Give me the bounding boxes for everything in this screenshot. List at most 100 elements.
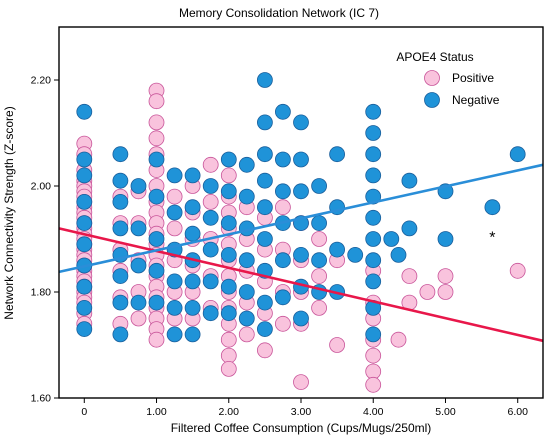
point-positive-118	[365, 347, 382, 364]
point-positive-121	[390, 331, 407, 348]
point-negative-78	[293, 310, 309, 327]
point-negative-72	[293, 114, 309, 131]
point-negative-1	[76, 151, 93, 168]
point-negative-7	[76, 278, 93, 295]
point-positive-99	[256, 342, 273, 359]
point-positive-61	[166, 188, 183, 205]
x-tick-label-4: 4.00	[363, 406, 384, 418]
point-negative-45	[220, 151, 237, 168]
point-negative-13	[112, 220, 129, 237]
y-tick-label-1: 1.80	[31, 287, 52, 299]
point-negative-83	[329, 146, 346, 163]
point-positive-72	[202, 156, 219, 173]
point-negative-101	[401, 172, 418, 189]
point-positive-120	[365, 376, 382, 393]
point-negative-23	[148, 188, 165, 205]
point-positive-42	[148, 114, 165, 131]
y-axis-label: Network Connectivity Strength (Z-score)	[2, 106, 16, 319]
point-negative-34	[184, 199, 201, 216]
y-tick-label-0: 1.60	[31, 393, 52, 405]
x-tick-label-2: 2.00	[219, 406, 240, 418]
point-positive-108	[293, 374, 309, 391]
point-negative-66	[274, 103, 291, 120]
point-negative-35	[184, 225, 201, 242]
legend-title: APOE4 Status	[396, 50, 473, 64]
point-negative-10	[112, 146, 129, 163]
point-negative-76	[293, 246, 309, 263]
point-negative-99	[383, 231, 400, 247]
point-negative-40	[202, 178, 219, 194]
point-negative-65	[256, 321, 273, 338]
point-negative-28	[166, 204, 183, 221]
y-tick-label-2: 2.00	[31, 181, 52, 193]
point-negative-16	[112, 294, 129, 311]
legend-marker-negative	[424, 92, 440, 108]
point-negative-55	[238, 284, 255, 300]
x-axis-label: Filtered Coffee Consumption (Cups/Mugs/2…	[171, 421, 432, 435]
point-negative-68	[274, 183, 291, 200]
point-negative-2	[76, 167, 93, 184]
point-negative-59	[256, 146, 273, 163]
point-negative-39	[184, 326, 201, 343]
x-tick-label-3: 3.00	[291, 406, 312, 418]
point-negative-87	[347, 246, 364, 263]
point-negative-61	[256, 199, 273, 216]
point-negative-26	[148, 294, 165, 311]
point-positive-113	[329, 337, 346, 353]
y-tick-label-3: 2.20	[31, 75, 52, 87]
point-positive-122	[401, 268, 418, 285]
point-positive-89	[220, 360, 237, 377]
point-positive-77	[220, 167, 237, 184]
point-negative-5	[76, 236, 93, 253]
point-negative-3	[76, 193, 93, 210]
point-positive-94	[238, 326, 255, 343]
point-positive-41	[148, 93, 165, 110]
point-negative-33	[184, 167, 201, 184]
point-negative-51	[238, 156, 255, 173]
x-tick-label-0: 0	[81, 406, 87, 418]
point-negative-58	[256, 114, 273, 131]
point-positive-88	[220, 347, 237, 364]
point-negative-98	[365, 326, 382, 343]
point-positive-110	[311, 268, 328, 285]
point-negative-90	[365, 146, 382, 163]
point-negative-50	[220, 305, 237, 322]
point-negative-56	[238, 310, 255, 327]
point-positive-109	[311, 231, 328, 247]
point-negative-85	[329, 241, 346, 258]
point-negative-31	[166, 299, 183, 316]
point-negative-88	[365, 103, 382, 120]
point-negative-102	[401, 220, 418, 237]
point-negative-20	[130, 257, 147, 274]
point-negative-27	[166, 167, 183, 184]
point-negative-73	[293, 151, 309, 168]
point-positive-87	[220, 331, 237, 348]
point-negative-57	[256, 72, 273, 88]
point-negative-18	[130, 178, 147, 194]
ticks-layer: 0 1.00 2.00 3.00 4.00 5.00 6.00 1.60 1.80 2.00 2.2…	[31, 75, 529, 419]
point-negative-93	[365, 209, 382, 226]
x-tick-label-6: 6.00	[507, 406, 528, 418]
point-positive-39	[130, 310, 147, 327]
point-negative-89	[365, 125, 382, 141]
point-negative-44	[202, 305, 219, 322]
point-negative-100	[390, 246, 407, 263]
point-negative-71	[274, 289, 291, 306]
point-negative-70	[274, 252, 291, 269]
point-negative-74	[293, 183, 309, 200]
point-negative-25	[148, 262, 165, 279]
point-negative-106	[509, 146, 526, 163]
point-positive-126	[437, 284, 454, 300]
fit-line-positive	[58, 227, 544, 343]
point-positive-103	[274, 315, 291, 332]
point-negative-30	[166, 273, 183, 290]
point-negative-67	[274, 151, 291, 168]
point-negative-0	[76, 103, 93, 120]
point-negative-11	[112, 172, 129, 189]
point-negative-19	[130, 220, 147, 237]
point-negative-60	[256, 172, 273, 189]
point-negative-24	[148, 231, 165, 247]
point-negative-8	[76, 299, 93, 316]
point-negative-21	[130, 294, 147, 311]
